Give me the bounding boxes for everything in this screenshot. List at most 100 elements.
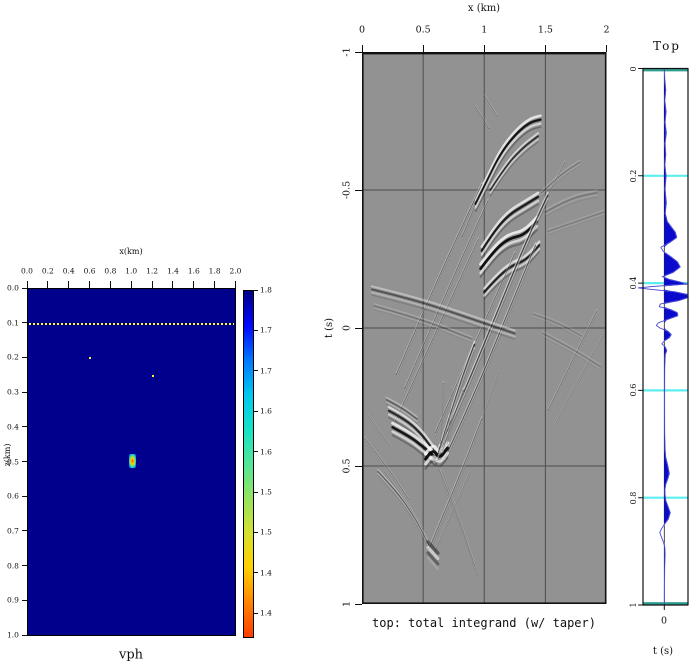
integrand-t-tick-mark [355,327,362,329]
colorbar-tick-label: 1.6 [260,446,272,456]
trace-plot-image [628,60,690,612]
vel-z-tick-label: 0.9 [7,595,19,605]
vel-z-tick-label: 0.4 [7,422,19,432]
vel-x-tick-mark [214,281,216,288]
colorbar-tick-mark [254,612,258,614]
vel-z-tick-label: 0.3 [7,387,19,397]
vel-x-tick-label: 1.4 [166,266,179,276]
vel-x-tick-label: 0.2 [41,266,54,276]
trace-title: Top [653,39,681,53]
colorbar-tick-mark [254,289,258,291]
vel-x-tick-mark [68,281,70,288]
vel-x-tick-label: 0.0 [21,266,33,276]
vel-z-tick-mark [22,530,27,532]
colorbar-tick-mark [254,370,258,372]
colorbar-tick-mark [254,410,258,412]
vel-z-tick-label: 0.5 [7,456,19,466]
vel-z-tick-mark [22,426,27,428]
vel-z-tick-mark [22,322,27,324]
colorbar-tick-mark [254,451,258,453]
trace-t-tick-label: 0.2 [629,169,638,183]
trace-t-tick-label: 0.8 [629,491,638,505]
colorbar-tick-label: 1.5 [260,487,272,497]
integrand-t-axis-title: t (s) [324,317,335,339]
integrand-t-tick-mark [355,603,362,605]
vel-x-tick-mark [109,281,111,288]
integrand-t-tick-mark [355,465,362,467]
vel-x-tick-label: 0.4 [62,266,75,276]
vel-x-tick-mark [47,281,49,288]
vel-x-tick-label: 1.8 [208,266,221,276]
vel-z-tick-label: 0.1 [7,317,19,327]
vel-z-tick-mark [22,634,27,636]
colorbar-tick-mark [254,329,258,331]
colorbar [243,290,254,638]
integrand-x-tick-mark [422,45,424,52]
vel-x-tick-mark [151,281,153,288]
integrand-x-tick-label: 1 [481,24,488,36]
vel-z-tick-mark [22,461,27,462]
vel-x-axis-title: x(km) [119,247,143,256]
integrand-x-tick-mark [483,45,485,52]
vel-z-tick-label: 1.0 [7,630,19,640]
vel-x-tick-mark [235,281,236,288]
vel-x-tick-label: 0.8 [104,266,117,276]
trace-t-tick-label: 0.6 [629,384,638,397]
integrand-x-tick-mark [606,45,607,52]
vel-z-tick-label: 0.6 [7,491,19,501]
colorbar-tick-label: 1.7 [260,325,272,335]
vel-x-tick-mark [26,281,28,288]
colorbar-tick-label: 1.4 [260,568,272,578]
vel-x-tick-mark [89,281,91,288]
colorbar-tick-label: 1.8 [260,285,272,295]
trace-t-tick-label: 1 [629,602,638,608]
integrand-t-tick-label: 1 [341,600,353,608]
scatterer-dot [152,375,154,377]
trace-t-axis-title: t (s) [652,646,674,657]
vel-x-tick-mark [172,281,174,288]
integrand-x-tick-mark [361,45,363,52]
integrand-t-tick-label: 0 [341,324,353,332]
colorbar-tick-label: 1.7 [260,366,272,376]
vel-z-tick-mark [22,599,27,601]
vel-z-tick-label: 0.8 [7,560,19,570]
velocity-image [27,288,236,636]
vel-z-tick-label: 0.7 [7,526,19,536]
colorbar-tick-mark [254,572,258,574]
velocity-anomaly [129,454,136,468]
vel-z-tick-mark [22,565,27,567]
vel-z-tick-mark [22,287,27,289]
integrand-caption: top: total integrand (w/ taper) [372,616,596,630]
integrand-x-tick-label: 2 [603,24,610,36]
vel-z-tick-mark [22,356,27,358]
trace-t-tick-label: 0 [629,65,638,72]
colorbar-tick-label: 1.5 [260,527,272,537]
colorbar-tick-mark [254,491,258,493]
integrand-x-axis-title: x (km) [467,3,501,14]
vel-x-tick-label: 1.0 [125,266,138,276]
source-line [29,323,234,325]
vel-x-tick-mark [193,281,195,288]
vel-z-tick-mark [22,495,27,497]
vel-x-tick-mark [130,281,132,288]
vel-x-tick-label: 1.6 [187,266,200,276]
trace-amp-zero-label: 0 [660,615,668,627]
colorbar-tick-label: 1.4 [260,608,272,618]
integrand-t-tick-mark [355,189,362,191]
vel-x-tick-label: 2.0 [229,266,242,276]
integrand-x-tick-mark [544,45,546,52]
integrand-t-tick-label: -1 [341,47,353,57]
integrand-t-tick-mark [355,51,362,53]
vel-x-tick-label: 0.6 [83,266,96,276]
colorbar-tick-label: 1.6 [260,406,272,416]
integrand-t-tick-label: -0.5 [341,180,353,200]
integrand-x-tick-label: 0.5 [415,24,431,36]
integrand-x-tick-label: 0 [358,24,366,36]
colorbar-tick-mark [254,531,258,533]
vel-x-tick-label: 1.2 [146,266,159,276]
integrand-t-tick-label: 0.5 [341,458,353,474]
vel-caption: vph [118,647,144,663]
vel-z-tick-mark [22,391,27,393]
scatterer-dot [89,357,91,359]
